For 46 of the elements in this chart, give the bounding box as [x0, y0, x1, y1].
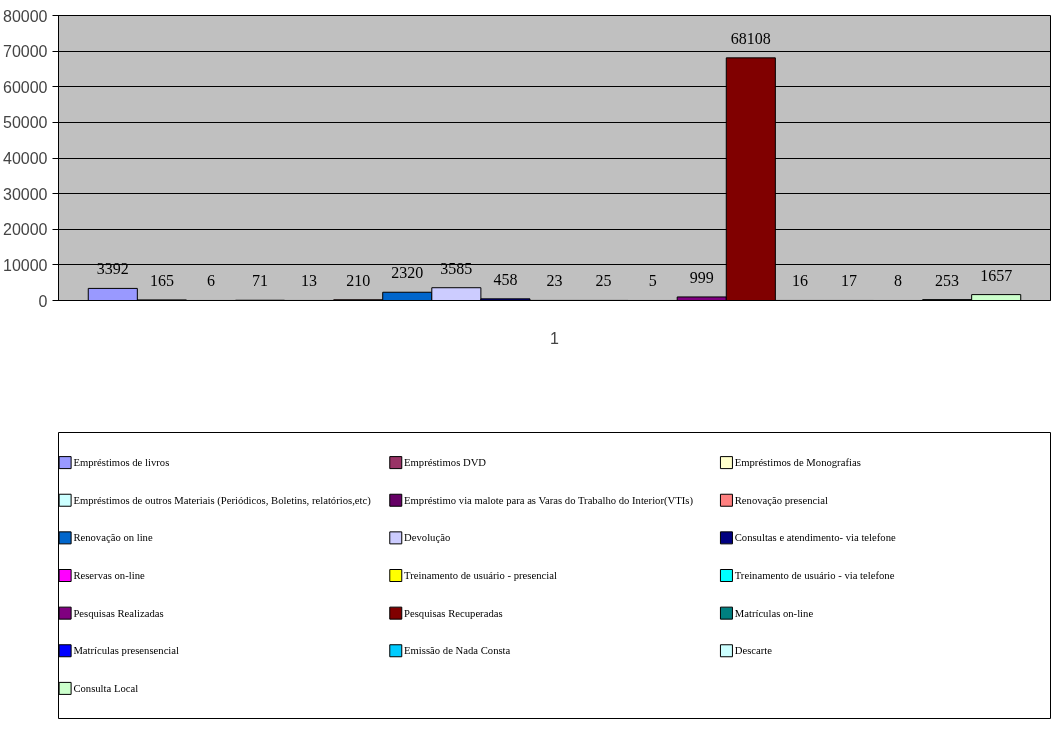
- y-tick-label: 30000: [3, 185, 48, 203]
- data-label: 2320: [391, 264, 424, 282]
- legend-label: Renovação on line: [73, 532, 153, 544]
- y-tick-label: 20000: [3, 221, 48, 239]
- y-tick-label: 60000: [3, 78, 48, 96]
- data-label: 23: [546, 272, 563, 290]
- legend-label: Empréstimos de outros Materiais (Periódicos, Boletins, relatórios,etc): [73, 494, 372, 507]
- legend-label: Devolução: [404, 532, 451, 544]
- data-label: 71: [252, 272, 269, 290]
- data-label: 68108: [730, 29, 771, 47]
- data-label: 13: [301, 272, 318, 290]
- data-label: 1657: [980, 266, 1013, 284]
- legend-label: Treinamento de usuário - via telefone: [734, 570, 895, 581]
- data-label: 5: [648, 272, 657, 290]
- legend-label: Pesquisas Recuperadas: [404, 607, 503, 619]
- legend-label: Empréstimos de Monografias: [734, 457, 861, 469]
- data-label: 16: [791, 272, 808, 290]
- legend-label: Pesquisas Realizadas: [73, 607, 164, 619]
- x-tick-label: 1: [550, 329, 560, 347]
- data-label: 210: [346, 271, 371, 289]
- data-label: 8: [894, 272, 903, 290]
- legend-label: Empréstimos DVD: [404, 457, 487, 469]
- legend-label: Renovação presencial: [734, 494, 828, 506]
- legend-label: Matrículas on-line: [734, 607, 814, 619]
- data-label: 17: [840, 272, 857, 290]
- y-tick-label: 0: [38, 292, 48, 310]
- y-tick-label: 80000: [3, 7, 48, 25]
- data-label: 165: [149, 271, 174, 289]
- data-label: 6: [206, 272, 215, 290]
- legend-label: Empréstimo via malote para as Varas do Trabalho do Interior(VTIs): [404, 494, 694, 507]
- y-tick-label: 50000: [3, 114, 48, 132]
- legend-label: Consulta Local: [73, 682, 139, 694]
- data-label: 253: [935, 271, 960, 289]
- y-tick-label: 40000: [3, 150, 48, 167]
- y-tick-label: 70000: [3, 43, 48, 61]
- y-tick-label: 10000: [3, 256, 48, 274]
- data-label: 25: [595, 272, 612, 290]
- legend-label: Matrículas presensencial: [73, 645, 180, 657]
- legend-label: Descarte: [734, 645, 773, 657]
- data-label: 999: [689, 268, 714, 286]
- legend-label: Empréstimos de livros: [73, 457, 170, 469]
- legend-label: Emissão de Nada Consta: [404, 645, 511, 657]
- data-label: 458: [493, 270, 518, 288]
- legend-label: Reservas on-line: [73, 570, 145, 581]
- legend-label: Treinamento de usuário - presencial: [404, 570, 557, 581]
- legend-label: Consultas e atendimento- via telefone: [734, 532, 896, 544]
